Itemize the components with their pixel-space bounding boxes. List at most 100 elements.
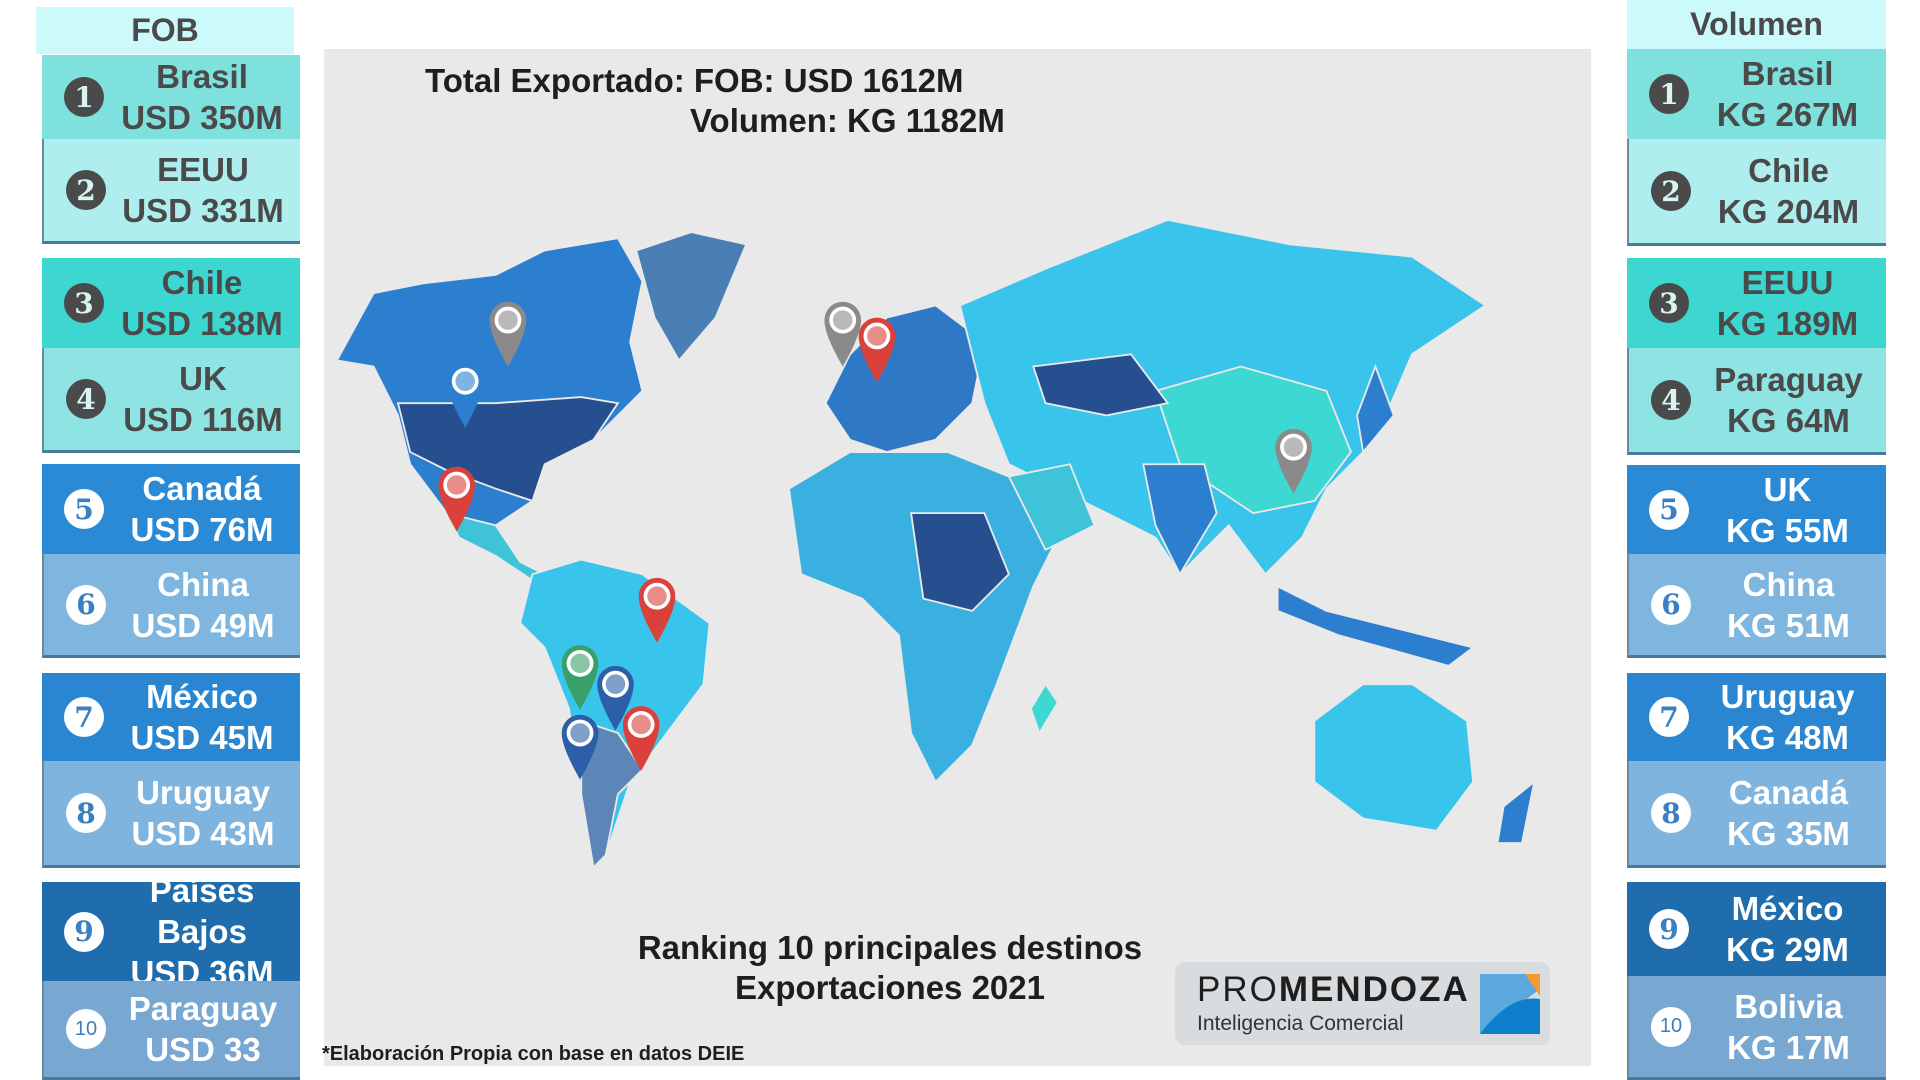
country-name: Paraguay [128,990,278,1027]
volumen-rank-item: 10 Bolivia KG 17M [1627,976,1886,1080]
rank-number-badge: 3 [64,283,104,323]
rank-number-badge: 5 [1649,489,1689,530]
rank-number-badge: 2 [1651,171,1691,211]
volumen-rank-item: 7 Uruguay KG 48M [1627,673,1886,761]
pin-brazil-icon [638,577,676,643]
rank-number-badge: 2 [66,170,106,210]
country-name: Chile [1748,152,1829,189]
country-name: China [1742,565,1835,603]
country-name: UK [1763,470,1812,508]
country-name: Países Bajos [149,872,255,950]
fob-rank-item: 6 China USD 49M [42,554,300,658]
madagascar [1029,682,1059,736]
fob-rank-item: 8 Uruguay USD 43M [42,761,300,868]
country-value: USD 350M [121,99,283,136]
volumen-header: Volumen [1627,0,1886,49]
country-name: Paraguay [1714,361,1863,398]
rank-number-badge: 10 [66,1009,106,1049]
country-value: USD 49M [131,606,275,644]
africa [787,451,1059,784]
pin-paraguay-icon [597,665,634,731]
country-value: USD 116M [123,401,283,438]
fob-rank-item: 10 Paraguay USD 33 [42,981,300,1080]
pin-usa-icon [446,362,484,428]
country-value: USD 331M [122,192,284,229]
indonesia [1276,584,1476,667]
footnote: *Elaboración Propia con base en datos DE… [322,1043,745,1065]
logo-subtitle: Inteligencia Comercial [1197,1012,1404,1035]
country-value: KG 189M [1716,305,1859,342]
country-value: KG 204M [1717,193,1860,230]
india [1142,463,1218,577]
volumen-rank-item: 6 China KG 51M [1627,554,1886,658]
country-value: USD 45M [130,719,274,756]
fob-rank-item: 7 México USD 45M [42,673,300,761]
pin-chile-icon [561,714,599,780]
country-value: USD 138M [121,305,283,342]
country-name: Canadá [142,470,262,507]
fob-rank-item: 3 Chile USD 138M [42,258,300,348]
usa [396,396,620,503]
pin-netherlands-icon [858,317,896,383]
country-name: Chile [161,264,243,301]
rank-number-badge: 6 [66,584,106,625]
logo-brand-light: PRO [1197,970,1279,1009]
volumen-rank-item: 9 México KG 29M [1627,882,1886,976]
volumen-rank-item: 1 Brasil KG 267M [1627,49,1886,139]
fob-header: FOB [36,7,294,54]
country-name: EEUU [157,151,249,188]
ranking-line-2: Exportaciones 2021 [735,969,1045,1006]
north-america [335,237,644,539]
country-value: USD 43M [131,815,275,852]
greenland [635,231,748,362]
country-value: KG 267M [1716,96,1859,133]
pin-bolivia-icon [561,645,599,710]
volumen-rank-item: 2 Chile KG 204M [1627,139,1886,246]
fob-rank-item: 5 Canadá USD 76M [42,464,300,554]
pin-uk-icon [824,301,862,367]
rank-number-badge: 7 [64,697,104,737]
country-value: USD 76M [130,511,274,548]
volumen-rank-item: 8 Canadá KG 35M [1627,761,1886,868]
promendoza-logo: PROMENDOZA Inteligencia Comercial [1175,962,1550,1045]
rank-number-badge: 4 [66,379,106,419]
pin-china-icon [1275,428,1312,494]
rank-number-badge: 1 [1649,74,1689,114]
country-name: México [1731,890,1844,927]
rank-number-badge: 9 [1649,909,1689,949]
rank-number-badge: 8 [1651,793,1691,833]
arabia [1007,463,1096,552]
country-name: Uruguay [1720,678,1855,715]
country-value: KG 17M [1727,1028,1850,1066]
new-zealand [1496,779,1536,844]
pin-mexico-icon [438,466,475,532]
volumen-rank-item: 5 UK KG 55M [1627,465,1886,554]
country-value: USD 33 [145,1031,261,1068]
japan [1356,363,1395,455]
rank-number-badge: 8 [66,793,106,833]
country-name: EEUU [1741,264,1834,301]
volumen-rank-item: 4 Paraguay KG 64M [1627,348,1886,455]
total-fob: Total Exportado: FOB: USD 1612M [425,62,964,99]
country-name: Brasil [1741,55,1834,92]
rank-number-badge: 5 [64,489,104,529]
total-volumen: Volumen: KG 1182M [690,102,1005,139]
rank-number-badge: 4 [1651,380,1691,420]
pin-uruguay-icon [622,706,660,771]
ranking-title: Ranking 10 principales destinos Exportac… [560,928,1220,1008]
rank-number-badge: 6 [1651,584,1691,625]
rank-number-badge: 1 [64,77,104,117]
country-name: Brasil [156,58,248,95]
fob-rank-item: 1 Brasil USD 350M [42,55,300,139]
rank-number-badge: 7 [1649,697,1689,737]
rank-number-badge: 3 [1649,283,1689,323]
ranking-line-1: Ranking 10 principales destinos [637,929,1143,966]
country-name: Bolivia [1734,987,1843,1025]
logo-mark-icon [1480,974,1540,1034]
country-value: KG 29M [1726,931,1849,968]
fob-rank-item: 4 UK USD 116M [42,348,300,453]
central-asia [1032,353,1170,417]
australia [1313,683,1475,832]
country-value: KG 48M [1726,719,1849,756]
